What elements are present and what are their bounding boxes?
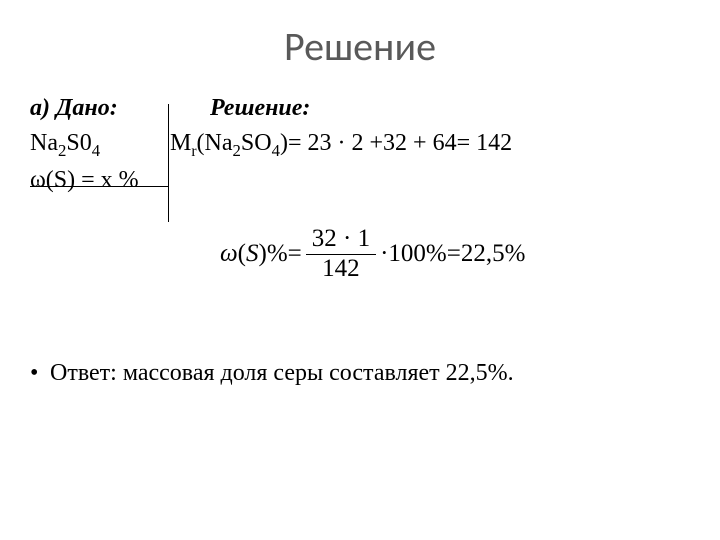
eq: = <box>288 236 302 272</box>
txt: (Na <box>197 130 233 156</box>
answer-line: •Ответ: массовая доля серы составляет 22… <box>30 356 692 391</box>
solution-label: Решение: <box>210 91 310 126</box>
paren: ) <box>258 236 266 272</box>
compound-cell: Na2S04 <box>30 126 170 163</box>
page-title: Решение <box>0 0 720 91</box>
eq: = <box>447 236 461 272</box>
fraction: 32 · 1 142 <box>306 225 376 284</box>
omega-unknown: ω(S) = x % <box>30 163 170 198</box>
answer-text: Ответ: массовая доля серы составляет 22,… <box>50 360 514 386</box>
pct: % <box>505 236 526 272</box>
txt: M <box>170 130 191 156</box>
result: 22,5 <box>461 236 505 272</box>
pct: % <box>426 236 447 272</box>
mass-fraction-formula: ω(S)% = 32 · 1 142 · 100% = 22,5% <box>220 225 525 284</box>
compound-text: Na2S04 <box>30 130 100 156</box>
slide: Решение а) Дано: Решение: Na2S04 Mr(Na2S… <box>0 0 720 540</box>
row-formula-mr: Na2S04 Mr(Na2SO4)= 23 · 2 +32 + 64= 142 <box>30 126 692 163</box>
paren: ( <box>238 236 246 272</box>
arg-s: S <box>246 236 259 272</box>
denominator: 142 <box>316 255 366 284</box>
numerator: 32 · 1 <box>306 225 376 254</box>
bullet-icon: • <box>30 356 50 391</box>
mr-expr: Mr(Na2SO4)= 23 · 2 +32 + 64= 142 <box>170 126 692 163</box>
given-label: а) Дано: <box>30 91 210 126</box>
dot: · <box>380 236 388 272</box>
content-area: а) Дано: Решение: Na2S04 Mr(Na2SO4)= 23 … <box>0 91 720 391</box>
sub: 4 <box>272 141 280 160</box>
sub: 4 <box>92 141 100 160</box>
txt: S0 <box>66 130 91 156</box>
pct: % <box>267 236 288 272</box>
row-omega-unknown: ω(S) = x % <box>30 163 692 198</box>
labels-row: а) Дано: Решение: <box>30 91 692 126</box>
hundred: 100 <box>388 236 426 272</box>
txt: Na <box>30 130 58 156</box>
sub: 2 <box>233 141 241 160</box>
empty <box>170 163 692 198</box>
txt: SO <box>241 130 272 156</box>
txt: )= 23 · 2 +32 + 64= 142 <box>280 130 512 156</box>
omega-symbol: ω <box>220 236 238 272</box>
